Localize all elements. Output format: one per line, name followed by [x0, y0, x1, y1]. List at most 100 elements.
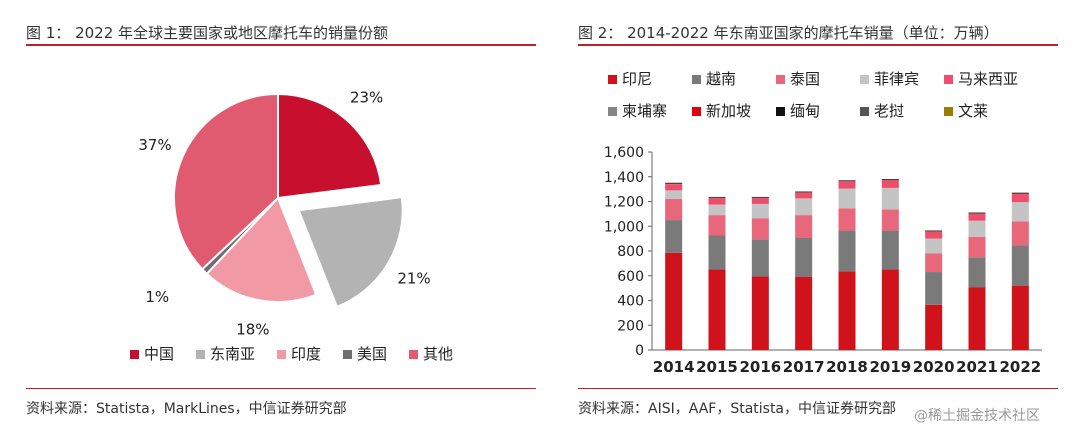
y-tick-label: 1,000 [604, 219, 644, 235]
bar-segment-老挝-2016 [751, 196, 769, 198]
bar-segment-泰国-2022 [1011, 221, 1029, 246]
bar-segment-缅甸-2015 [708, 197, 726, 198]
bar-segment-印尼-2015 [708, 269, 726, 350]
bar-segment-泰国-2021 [968, 236, 986, 258]
pie-legend-label-印度: 印度 [291, 345, 321, 363]
pie-legend-label-美国: 美国 [357, 345, 387, 363]
left-title-rule [26, 44, 536, 46]
bar-segment-菲律宾-2019 [881, 187, 899, 210]
bar-legend-label-越南: 越南 [706, 70, 736, 88]
bar-segment-柬埔寨-2019 [881, 179, 899, 181]
bar-segment-缅甸-2019 [881, 179, 899, 180]
pie-legend-swatch-美国 [343, 350, 352, 359]
bar-segment-泰国-2019 [881, 209, 899, 231]
x-tick-label-2022: 2022 [999, 358, 1041, 376]
bar-legend-swatch-印尼 [608, 75, 617, 84]
x-tick-label-2017: 2017 [783, 358, 825, 376]
pie-slice-其他 [173, 92, 279, 271]
left-source-rule [26, 388, 536, 389]
bar-legend-label-柬埔寨: 柬埔寨 [622, 102, 667, 120]
bar-segment-菲律宾-2014 [665, 190, 683, 200]
left-source-note: 资料来源：Statista，MarkLines，中信证券研究部 [26, 401, 347, 417]
bar-segment-马来西亚-2014 [665, 184, 683, 191]
bar-segment-越南-2017 [795, 238, 813, 277]
bar-segment-老挝-2022 [1011, 192, 1029, 194]
bar-legend-swatch-菲律宾 [860, 75, 869, 84]
bar-segment-马来西亚-2015 [708, 198, 726, 205]
bar-segment-马来西亚-2022 [1011, 194, 1029, 203]
y-tick-label: 1,200 [604, 195, 644, 211]
bar-legend-swatch-越南 [692, 75, 701, 84]
bar-segment-越南-2016 [751, 239, 769, 277]
bar-segment-老挝-2014 [665, 182, 683, 184]
bar-segment-印尼-2022 [1011, 285, 1029, 350]
bar-segment-泰国-2020 [925, 253, 943, 273]
bar-segment-缅甸-2014 [665, 183, 683, 184]
pie-legend-label-东南亚: 东南亚 [210, 345, 255, 363]
bar-segment-柬埔寨-2020 [925, 231, 943, 232]
bar-segment-印尼-2016 [751, 276, 769, 350]
right-chart-title: 图 2： 2014-2022 年东南亚国家的摩托车销量（单位：万辆） [578, 24, 999, 42]
bar-segment-印尼-2020 [925, 304, 943, 350]
right-title-rule [578, 44, 1058, 46]
bar-segment-老挝-2017 [795, 191, 813, 192]
bar-segment-越南-2022 [1011, 245, 1029, 286]
pie-chart: 23% 21% 18% 1% 37% 中国 东南亚 印度 美国 其他 [130, 88, 453, 363]
pie-label-美国: 1% [145, 288, 169, 306]
pie-slice-中国 [277, 92, 383, 200]
y-tick-label: 800 [617, 244, 644, 260]
right-source-note: 资料来源：AISI，AAF，Statista，中信证券研究部 [578, 401, 897, 417]
pie-legend-label-其他: 其他 [423, 345, 453, 363]
bar-segment-老挝-2019 [881, 178, 899, 180]
bar-legend-label-菲律宾: 菲律宾 [874, 70, 919, 88]
bar-segment-马来西亚-2019 [881, 180, 899, 188]
pie-legend-swatch-东南亚 [196, 350, 205, 359]
x-tick-label-2020: 2020 [913, 358, 955, 376]
bar-segment-越南-2018 [838, 230, 856, 272]
bar-segment-柬埔寨-2017 [795, 192, 813, 193]
bar-segment-泰国-2015 [708, 215, 726, 236]
bar-segment-菲律宾-2021 [968, 220, 986, 237]
bar-legend-label-缅甸: 缅甸 [790, 102, 820, 120]
y-tick-label: 400 [617, 294, 644, 310]
bar-segment-缅甸-2022 [1011, 192, 1029, 194]
bar-segment-老挝-2020 [925, 230, 943, 231]
pie-legend-swatch-中国 [130, 350, 139, 359]
bar-segment-菲律宾-2016 [751, 203, 769, 219]
bar-segment-柬埔寨-2021 [968, 213, 986, 214]
bar-segment-柬埔寨-2014 [665, 183, 683, 185]
y-tick-label: 1,400 [604, 170, 644, 186]
bar-segment-马来西亚-2018 [838, 181, 856, 189]
bar-segment-柬埔寨-2016 [751, 197, 769, 199]
bar-legend-swatch-柬埔寨 [608, 107, 617, 116]
bar-segment-柬埔寨-2022 [1011, 193, 1029, 195]
bar-segment-印尼-2021 [968, 287, 986, 350]
bar-legend-swatch-泰国 [776, 75, 785, 84]
watermark: @稀土掘金技术社区 [914, 408, 1040, 424]
pie-slice-东南亚 [297, 196, 404, 309]
bar-legend-swatch-马来西亚 [944, 75, 953, 84]
x-tick-label-2015: 2015 [696, 358, 738, 376]
bar-segment-缅甸-2016 [751, 197, 769, 198]
bar-segment-泰国-2018 [838, 208, 856, 231]
bar-segment-越南-2020 [925, 272, 943, 305]
y-tick-label: 600 [617, 269, 644, 285]
x-tick-label-2014: 2014 [653, 358, 695, 376]
pie-label-中国: 23% [350, 88, 383, 106]
x-tick-label-2019: 2019 [869, 358, 911, 376]
bar-legend-swatch-缅甸 [776, 107, 785, 116]
bar-segment-马来西亚-2020 [925, 231, 943, 239]
bar-segment-柬埔寨-2018 [838, 181, 856, 182]
bar-segment-菲律宾-2020 [925, 238, 943, 254]
x-tick-label-2018: 2018 [826, 358, 868, 376]
pie-legend-swatch-其他 [409, 350, 418, 359]
pie-label-其他: 37% [138, 136, 171, 154]
y-tick-label: 1,600 [604, 145, 644, 161]
bar-segment-泰国-2014 [665, 199, 683, 221]
bar-legend-label-马来西亚: 马来西亚 [958, 70, 1018, 88]
bar-segment-缅甸-2021 [968, 212, 986, 214]
pie-label-印度: 18% [236, 321, 269, 339]
bar-segment-印尼-2018 [838, 271, 856, 350]
pie-slice-印度 [205, 196, 318, 303]
